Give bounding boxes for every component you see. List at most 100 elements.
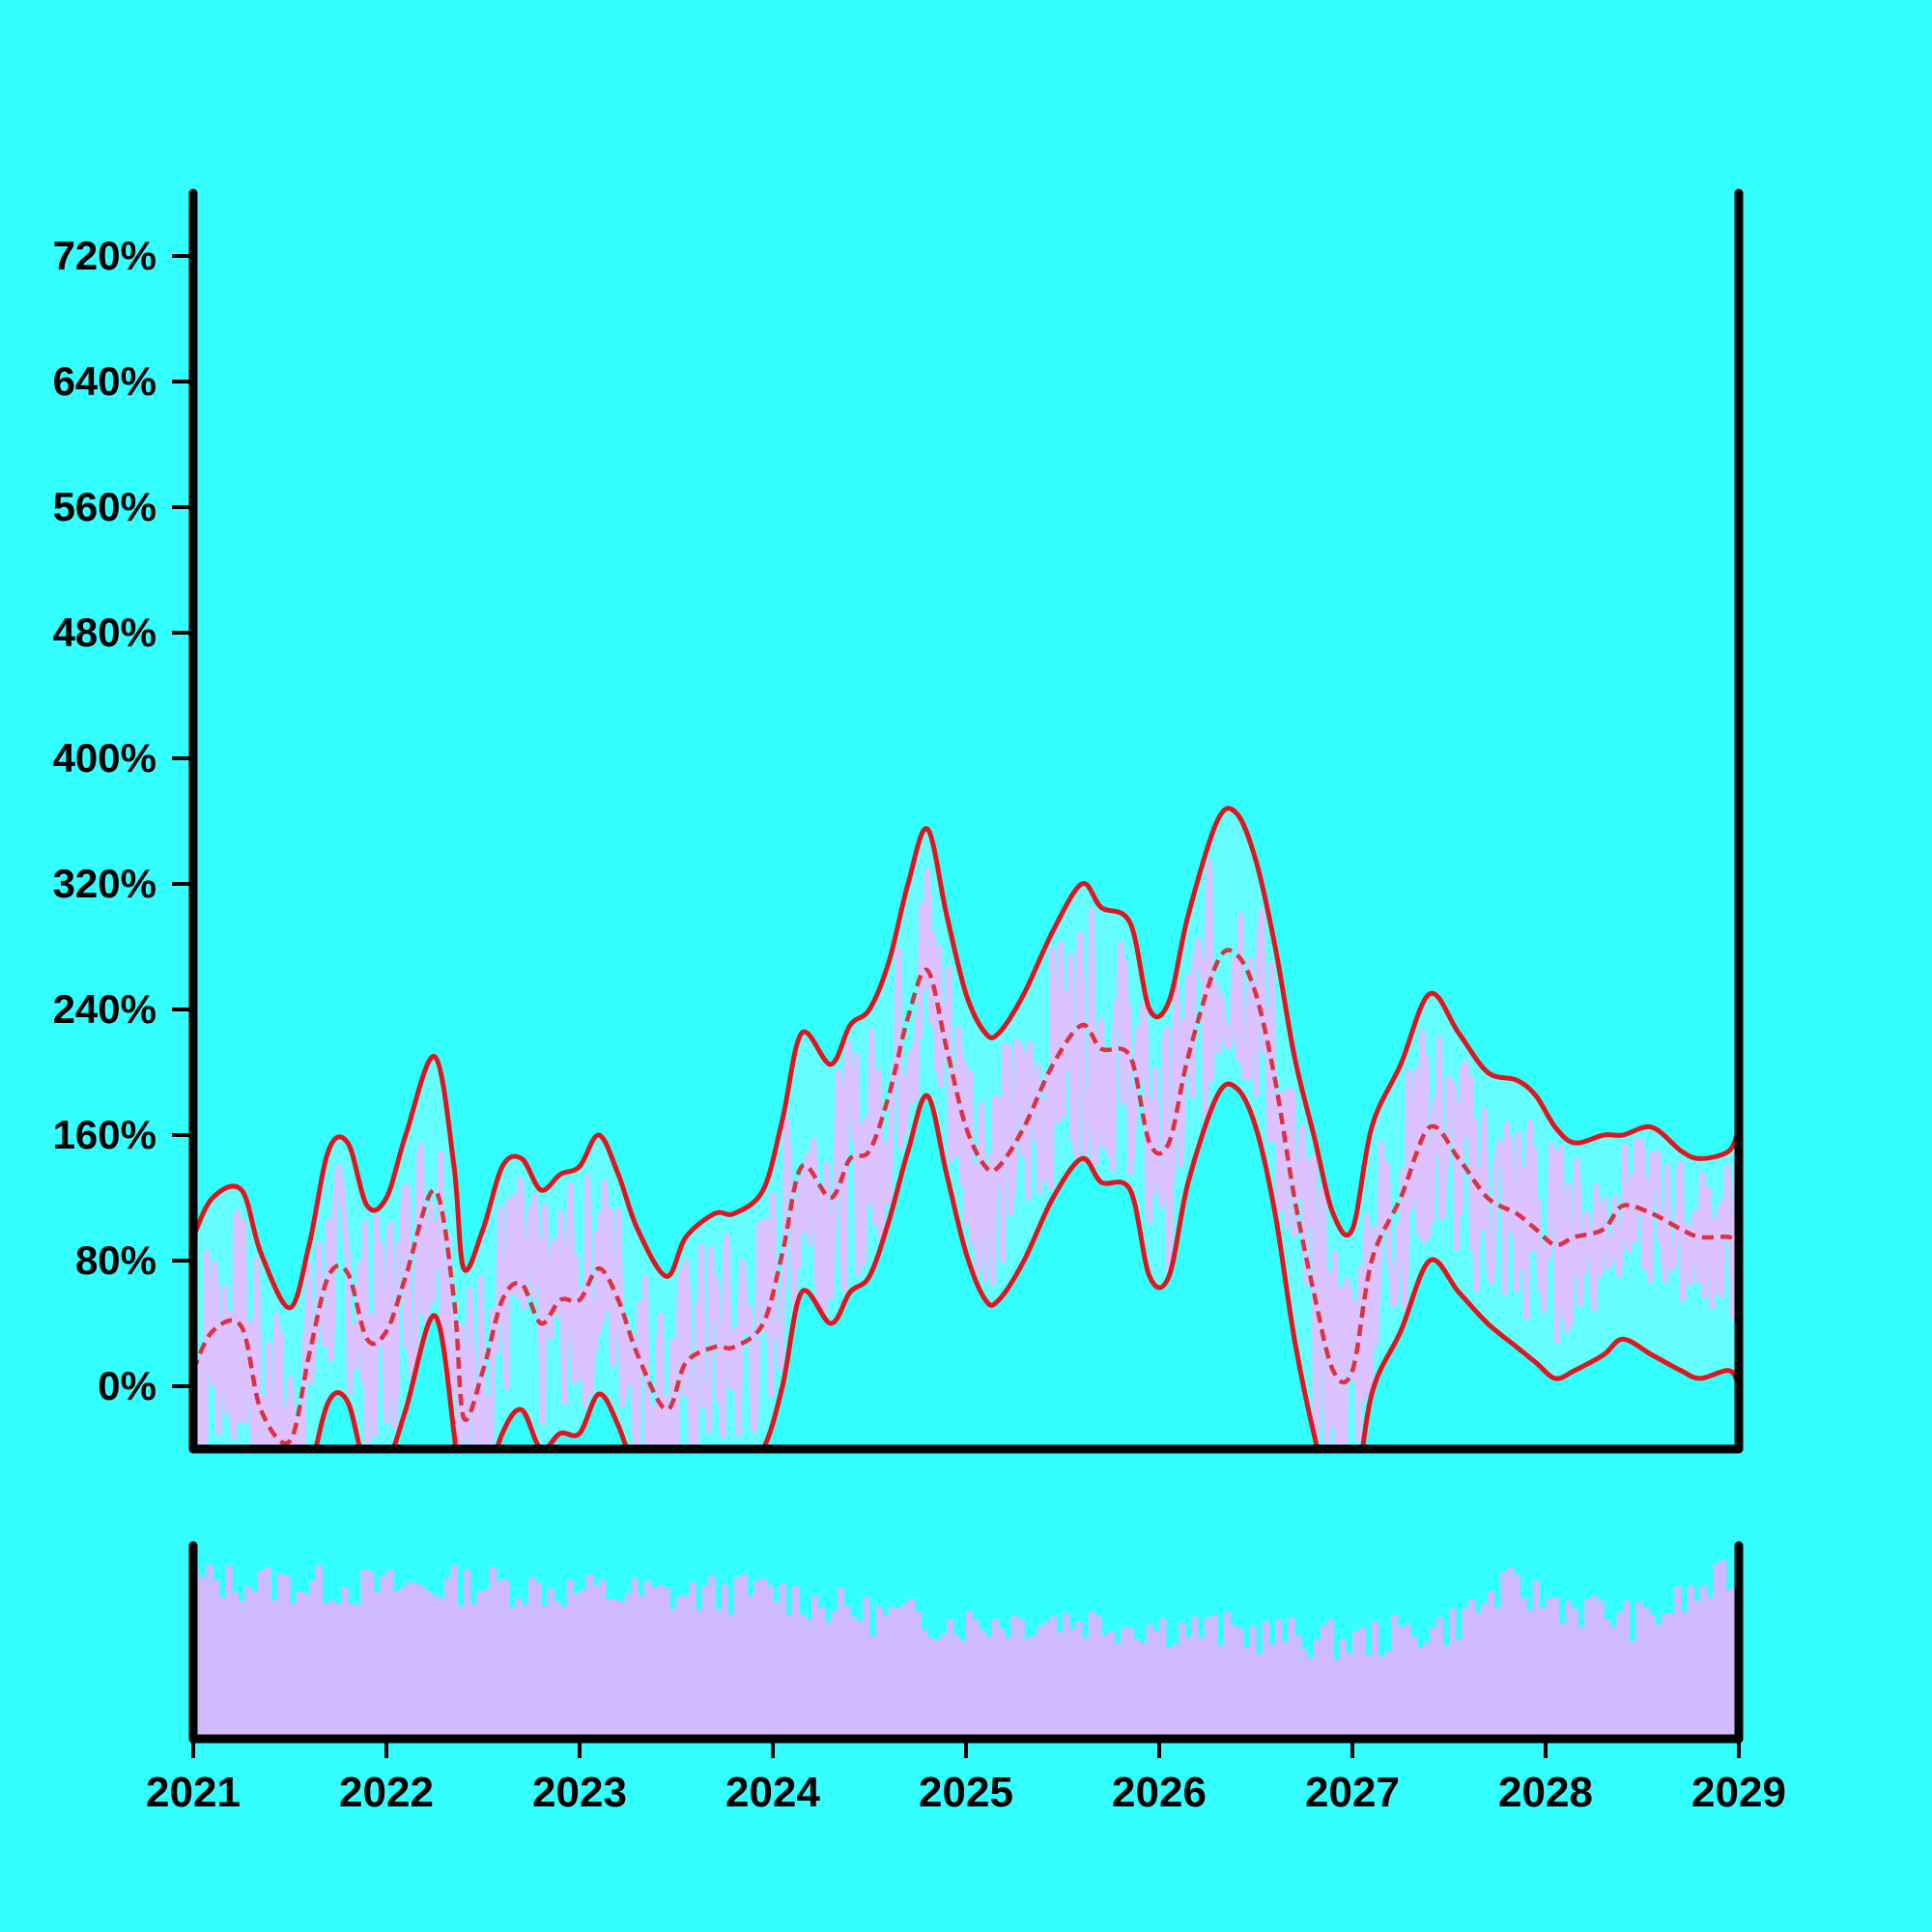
volume-bar bbox=[631, 1577, 639, 1739]
volume-bar bbox=[309, 1580, 317, 1739]
volume-bar bbox=[914, 1611, 922, 1739]
volume-bar bbox=[1404, 1624, 1411, 1739]
x-tick-label: 2029 bbox=[1691, 1769, 1786, 1816]
volume-bar bbox=[1449, 1608, 1457, 1739]
volume-bar bbox=[1597, 1601, 1605, 1739]
volume-bar bbox=[1140, 1642, 1148, 1739]
volume-bar bbox=[1005, 1637, 1012, 1739]
volume-bar bbox=[1365, 1655, 1373, 1739]
volume-bar bbox=[1275, 1620, 1283, 1739]
volume-bar bbox=[638, 1595, 645, 1739]
volume-bar bbox=[1307, 1658, 1315, 1739]
volume-bar bbox=[676, 1596, 684, 1739]
volume-bar bbox=[1068, 1629, 1076, 1739]
volume-bar bbox=[708, 1576, 716, 1739]
volume-bar bbox=[386, 1570, 394, 1739]
volume-bar bbox=[811, 1595, 819, 1739]
volume-bar bbox=[952, 1635, 960, 1739]
x-tick-label: 2021 bbox=[146, 1769, 241, 1816]
volume-bar bbox=[566, 1579, 574, 1739]
y-tick-label: 320% bbox=[53, 861, 156, 906]
x-tick-label: 2024 bbox=[725, 1769, 820, 1816]
volume-bar bbox=[1571, 1608, 1578, 1739]
volume-bar bbox=[1339, 1639, 1347, 1739]
volume-bar bbox=[985, 1636, 993, 1739]
volume-bar bbox=[998, 1629, 1006, 1739]
volume-bar bbox=[921, 1630, 928, 1739]
volume-bar bbox=[244, 1586, 252, 1739]
volume-bar bbox=[972, 1620, 980, 1739]
volume-bar bbox=[889, 1606, 896, 1739]
volume-bar bbox=[489, 1567, 497, 1739]
volume-bar bbox=[908, 1599, 916, 1739]
volume-bar bbox=[534, 1582, 542, 1739]
volume-bar bbox=[1010, 1615, 1018, 1739]
volume-bar bbox=[1249, 1626, 1257, 1739]
main-axes bbox=[188, 188, 1744, 1454]
volume-bar bbox=[1604, 1619, 1611, 1739]
volume-bar bbox=[779, 1584, 786, 1739]
volume-bar bbox=[682, 1595, 690, 1739]
volume-bar bbox=[334, 1604, 342, 1739]
volume-bar bbox=[1391, 1614, 1399, 1739]
volume-bar bbox=[805, 1618, 812, 1739]
volume-bar bbox=[431, 1595, 439, 1739]
volume-bar bbox=[457, 1605, 465, 1739]
volume-bar bbox=[1146, 1624, 1153, 1739]
volume-bar bbox=[1191, 1616, 1199, 1739]
volume-bar bbox=[940, 1634, 948, 1739]
volume-bar bbox=[1551, 1598, 1559, 1739]
volume-bar bbox=[238, 1601, 245, 1739]
volume-bar bbox=[1558, 1623, 1566, 1739]
volume-bar bbox=[1159, 1618, 1167, 1739]
volume-bar bbox=[734, 1577, 742, 1739]
main-plot-area: 0% 80% 160% 240% 320% 400% 480% 560% 640% 720% bbox=[53, 188, 1744, 1454]
volume-bar bbox=[1300, 1649, 1308, 1739]
volume-bar bbox=[1687, 1585, 1694, 1739]
volume-bar bbox=[785, 1614, 793, 1739]
volume-bar bbox=[547, 1588, 554, 1739]
volume-bar bbox=[643, 1580, 651, 1739]
volume-bar bbox=[1532, 1580, 1540, 1739]
upper-band-line bbox=[193, 806, 1739, 1311]
volume-bar bbox=[554, 1601, 561, 1739]
volume-bar bbox=[348, 1604, 355, 1739]
volume-bar bbox=[1017, 1619, 1025, 1739]
volume-bar bbox=[1262, 1621, 1269, 1739]
volume-bar bbox=[747, 1595, 754, 1739]
volume-bar bbox=[1133, 1639, 1141, 1739]
volume-bar bbox=[1430, 1627, 1437, 1739]
volume-bar bbox=[599, 1579, 607, 1739]
volume-bar bbox=[592, 1584, 600, 1739]
volume-bar bbox=[1397, 1627, 1405, 1739]
volume-bar bbox=[1236, 1628, 1244, 1739]
volume-bar bbox=[773, 1602, 781, 1739]
volume-bar bbox=[1584, 1600, 1592, 1739]
volume-bar bbox=[1268, 1643, 1276, 1739]
volume-bar bbox=[1455, 1639, 1463, 1739]
volume-bar bbox=[527, 1577, 535, 1739]
y-tick-label: 240% bbox=[53, 986, 156, 1032]
volume-bar bbox=[1294, 1634, 1302, 1739]
volume-bar bbox=[522, 1605, 529, 1739]
volume-bar bbox=[1075, 1621, 1083, 1739]
volume-bar bbox=[1372, 1621, 1379, 1739]
volume-bar bbox=[1629, 1641, 1636, 1739]
raw-series-layer bbox=[193, 859, 1739, 1449]
volume-bar bbox=[276, 1574, 284, 1739]
volume-bar bbox=[1217, 1645, 1225, 1739]
volume-bar bbox=[464, 1569, 471, 1739]
volume-bar bbox=[1590, 1596, 1598, 1739]
volume-bar bbox=[1378, 1656, 1385, 1739]
line-layer bbox=[193, 806, 1739, 1449]
volume-bar bbox=[302, 1593, 310, 1739]
volume-bar bbox=[1474, 1612, 1482, 1739]
volume-bar bbox=[1179, 1622, 1186, 1739]
volume-bar bbox=[476, 1591, 484, 1739]
volume-bar bbox=[322, 1603, 329, 1739]
volume-bar bbox=[1126, 1627, 1134, 1739]
volume-bar bbox=[966, 1610, 974, 1739]
x-axis-ticks: 2021 2022 2023 2024 2025 2026 2027 2028 2029 bbox=[146, 1739, 1786, 1816]
y-tick-label: 0% bbox=[98, 1363, 156, 1408]
volume-bar bbox=[1565, 1601, 1573, 1739]
